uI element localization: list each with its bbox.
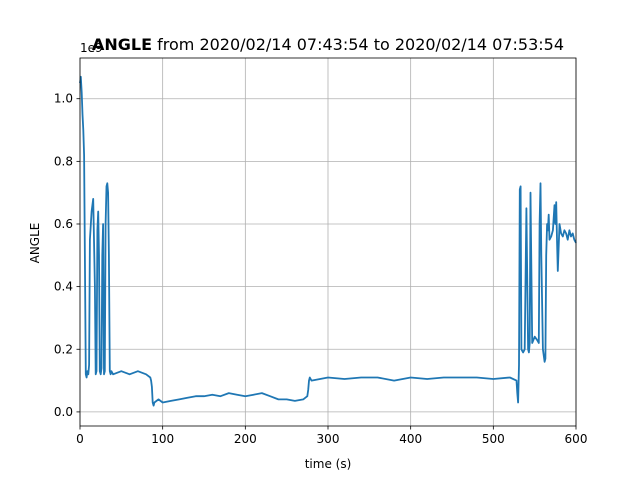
plot-area bbox=[79, 75, 577, 407]
y-tick-label: 0.4 bbox=[54, 280, 73, 294]
y-tick-label: 0.8 bbox=[54, 154, 73, 168]
chart-title: ANGLE from 2020/02/14 07:43:54 to 2020/0… bbox=[92, 35, 564, 54]
y-axis-ticks: 0.0 0.2 0.4 0.6 0.8 1.0 bbox=[54, 92, 80, 419]
x-tick-label: 600 bbox=[565, 432, 588, 446]
x-tick-label: 100 bbox=[151, 432, 174, 446]
y-axis-label: ANGLE bbox=[28, 223, 42, 264]
chart-title-bold: ANGLE bbox=[92, 35, 152, 54]
x-axis-label: time (s) bbox=[305, 457, 352, 471]
x-tick-label: 500 bbox=[482, 432, 505, 446]
x-tick-label: 300 bbox=[317, 432, 340, 446]
grid-lines bbox=[79, 58, 577, 426]
chart-title-rest: from 2020/02/14 07:43:54 to 2020/02/14 0… bbox=[152, 35, 564, 54]
y-tick-label: 0.2 bbox=[54, 342, 73, 356]
x-tick-label: 0 bbox=[76, 432, 84, 446]
y-tick-label: 0.0 bbox=[54, 405, 73, 419]
x-axis-ticks: 0 100 200 300 400 500 600 bbox=[76, 426, 587, 446]
x-tick-label: 200 bbox=[234, 432, 257, 446]
x-tick-label: 400 bbox=[399, 432, 422, 446]
y-tick-label: 1.0 bbox=[54, 92, 73, 106]
y-offset-text: 1e9 bbox=[80, 41, 103, 55]
y-tick-label: 0.6 bbox=[54, 217, 73, 231]
angle-series-line bbox=[79, 75, 577, 407]
